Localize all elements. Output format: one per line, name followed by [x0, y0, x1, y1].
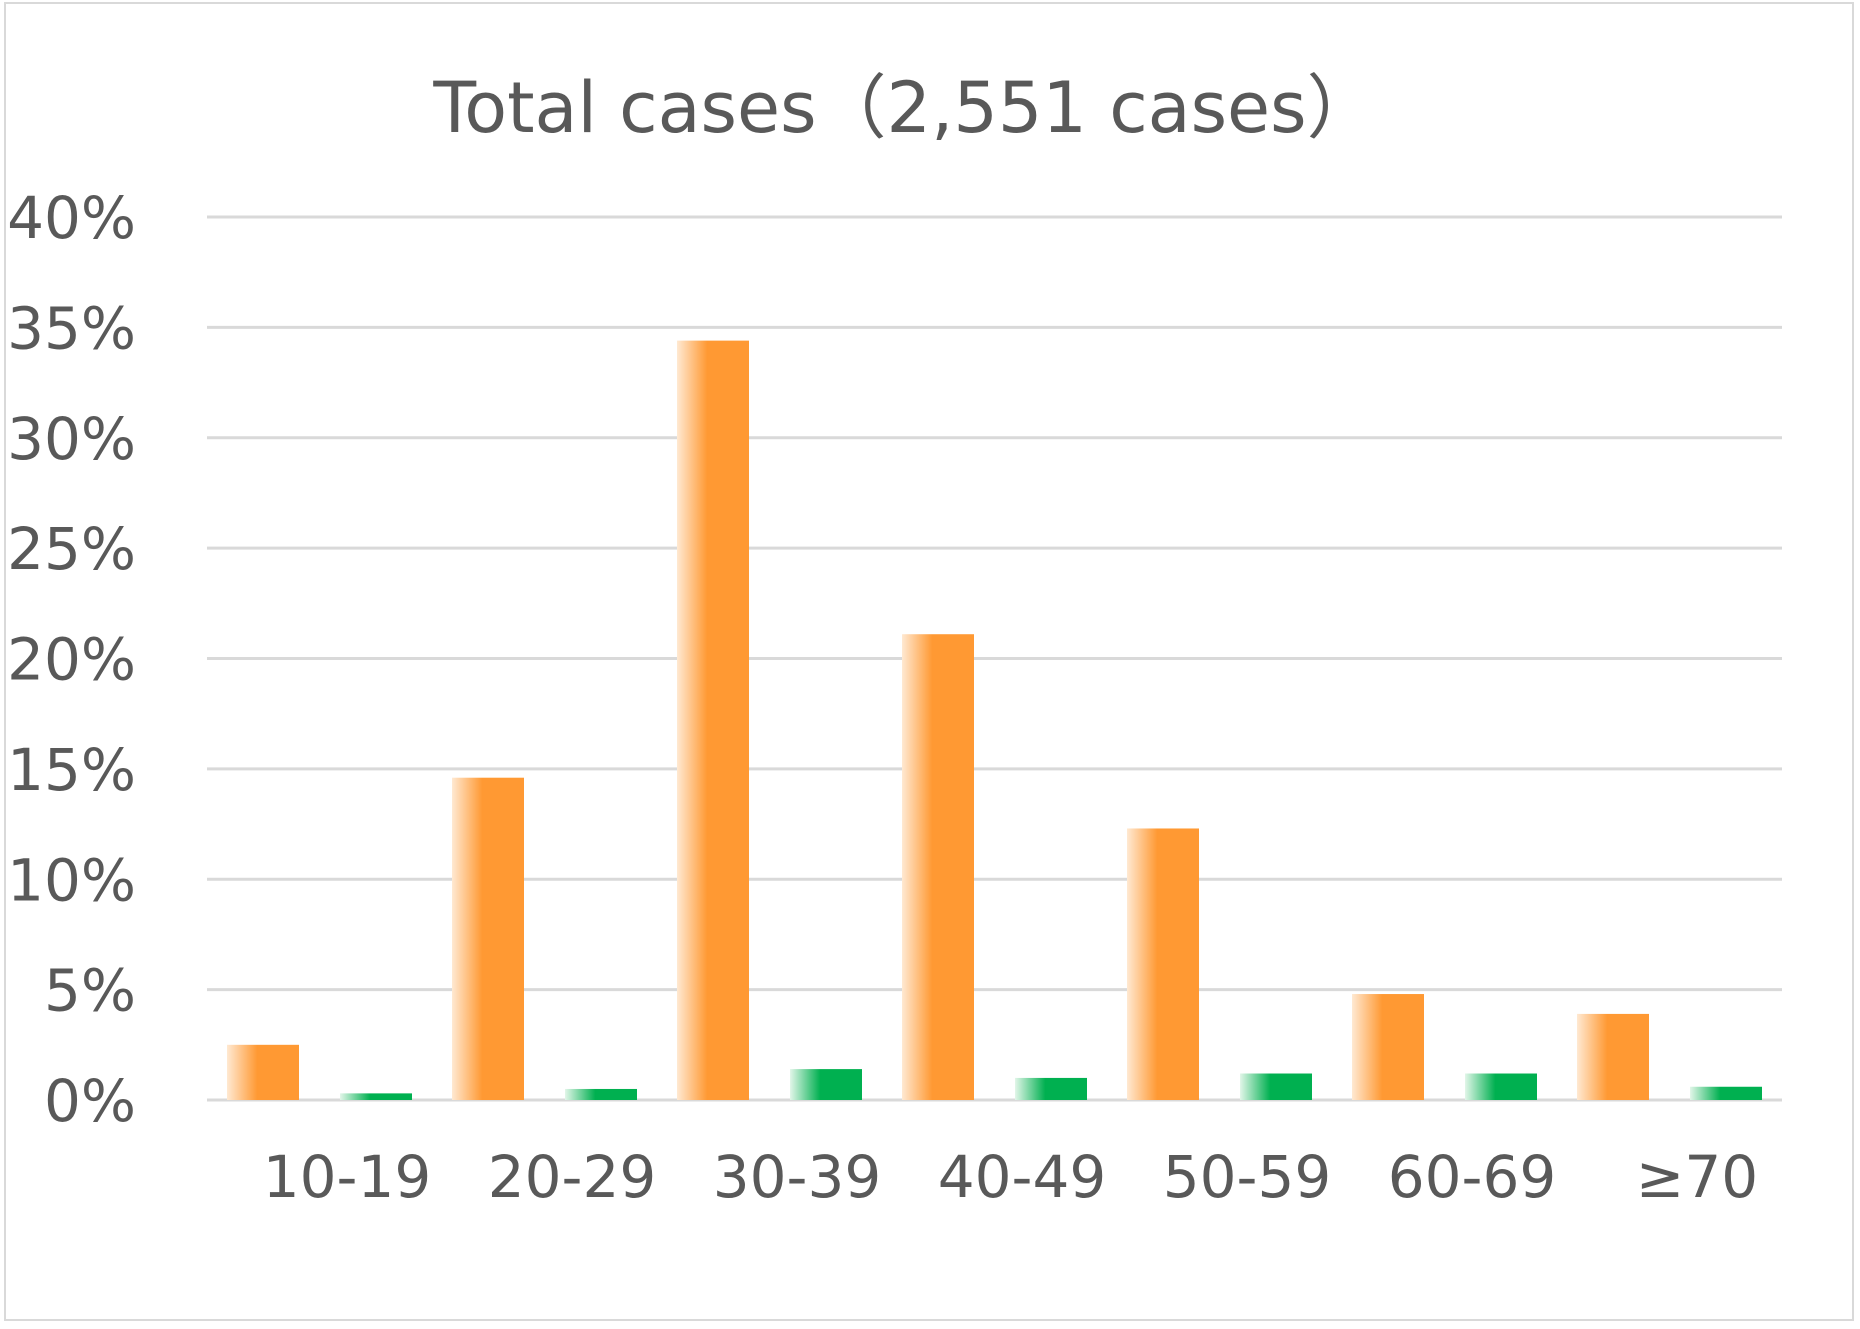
- bars: [227, 340, 1762, 1100]
- bar-series-1: [1577, 1013, 1649, 1100]
- x-tick-label: ≥70: [1636, 1143, 1758, 1211]
- y-tick-label: 10%: [7, 846, 136, 914]
- chart-title: Total cases（2,551 cases）: [432, 67, 1376, 149]
- bar-series-2: [1240, 1073, 1312, 1100]
- y-tick-label: 25%: [7, 515, 136, 583]
- y-tick-label: 40%: [7, 184, 136, 252]
- x-axis: 10-19 20-29 30-39 40-49 50-59 60-69 ≥70: [263, 1143, 1758, 1211]
- bar-series-2: [1690, 1086, 1762, 1100]
- x-tick-label: 20-29: [488, 1143, 657, 1211]
- y-tick-label: 20%: [7, 626, 136, 694]
- y-axis: 0% 5% 10% 15% 20% 25% 30% 35% 40%: [7, 184, 136, 1135]
- y-tick-label: 5%: [44, 957, 136, 1025]
- bar-series-2: [565, 1088, 637, 1100]
- x-tick-label: 50-59: [1163, 1143, 1332, 1211]
- bar-series-2: [1015, 1077, 1087, 1100]
- bar-series-1: [452, 777, 524, 1100]
- bar-series-1: [902, 634, 974, 1100]
- bar-series-2: [1465, 1073, 1537, 1100]
- y-tick-label: 0%: [44, 1067, 136, 1135]
- bar-series-2: [790, 1069, 862, 1100]
- bar-series-1: [1127, 828, 1199, 1100]
- x-tick-label: 60-69: [1388, 1143, 1557, 1211]
- x-tick-label: 30-39: [713, 1143, 882, 1211]
- x-tick-label: 10-19: [263, 1143, 432, 1211]
- grid-layer: [207, 215, 1782, 1102]
- bar-series-2: [340, 1093, 412, 1100]
- y-tick-label: 15%: [7, 736, 136, 804]
- bar-series-1: [227, 1044, 299, 1100]
- bar-series-1: [1352, 994, 1424, 1100]
- y-tick-label: 35%: [7, 294, 136, 362]
- x-tick-label: 40-49: [938, 1143, 1107, 1211]
- bar-series-1: [677, 340, 749, 1100]
- y-tick-label: 30%: [7, 405, 136, 473]
